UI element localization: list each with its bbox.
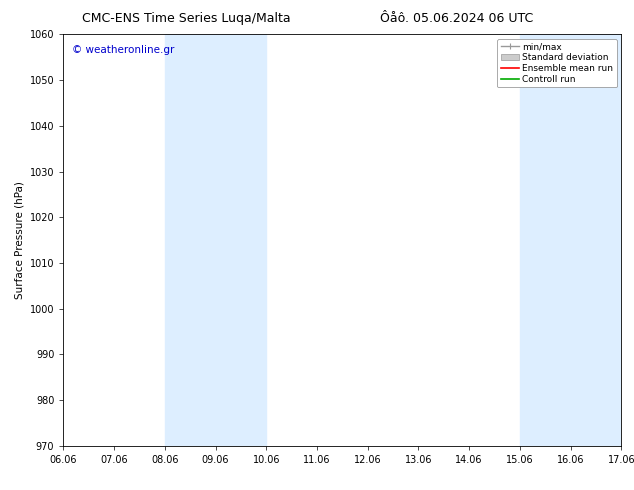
Text: Ôåô. 05.06.2024 06 UTC: Ôåô. 05.06.2024 06 UTC [380, 12, 534, 25]
Text: © weatheronline.gr: © weatheronline.gr [72, 45, 174, 54]
Y-axis label: Surface Pressure (hPa): Surface Pressure (hPa) [14, 181, 24, 299]
Bar [520, 34, 621, 446]
Legend: min/max, Standard deviation, Ensemble mean run, Controll run: min/max, Standard deviation, Ensemble me… [497, 39, 617, 87]
Bar [165, 34, 266, 446]
Text: CMC-ENS Time Series Luqa/Malta: CMC-ENS Time Series Luqa/Malta [82, 12, 291, 25]
